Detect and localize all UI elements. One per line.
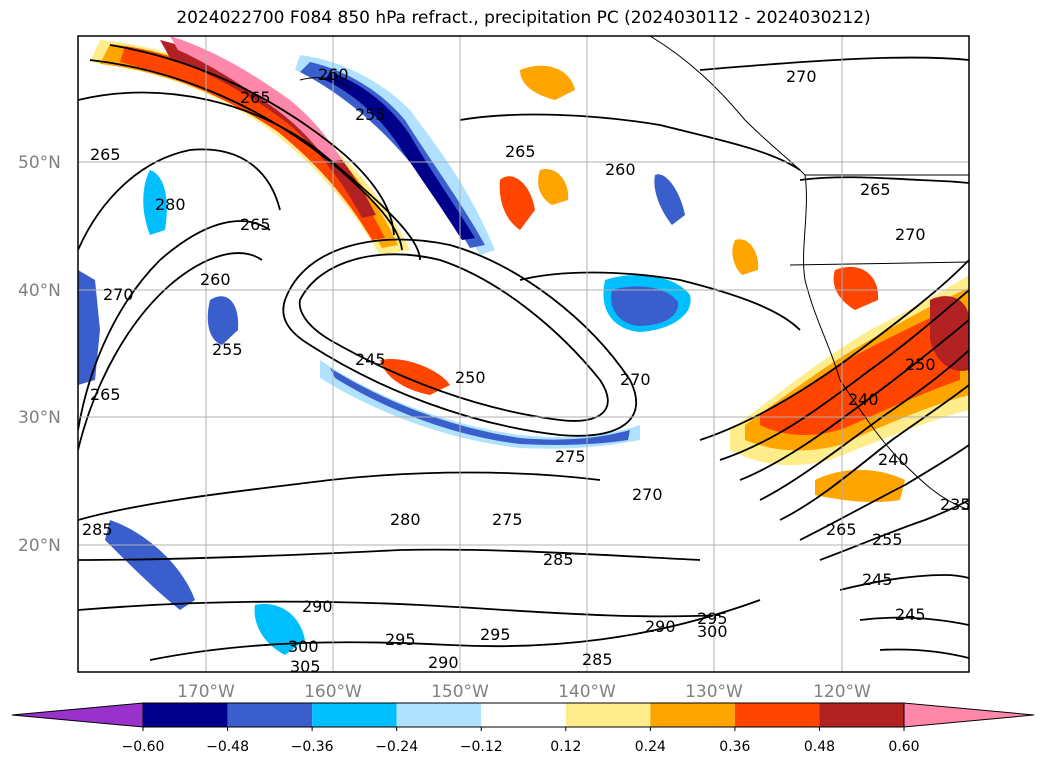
colorbar-tick-label: −0.12 [460, 739, 503, 755]
contour-label: 270 [786, 67, 817, 86]
colorbar-tick-label: 0.12 [550, 739, 581, 755]
lat-label: 40°N [18, 281, 61, 301]
colorbar-bin [819, 703, 904, 727]
lon-label: 160°W [304, 682, 362, 702]
contour-label: 265 [90, 145, 121, 164]
contour-label: 280 [390, 510, 421, 529]
latitude-labels: 50°N 40°N 30°N 20°N [18, 153, 61, 556]
lat-label: 30°N [18, 408, 61, 428]
contour-label: 295 [385, 630, 416, 649]
colorbar-bin [481, 703, 566, 727]
colorbar-bin [312, 703, 397, 727]
contour-label: 285 [582, 650, 613, 669]
contour-label: 260 [318, 65, 349, 84]
colorbar-tick-label: −0.24 [375, 739, 418, 755]
colorbar-tick-label: −0.48 [206, 739, 249, 755]
colorbar-bin [650, 703, 735, 727]
contour-label: 265 [505, 142, 536, 161]
contour-label: 270 [895, 225, 926, 244]
longitude-labels: 170°W 160°W 150°W 140°W 130°W 120°W [177, 682, 871, 702]
contour-label: 285 [543, 550, 574, 569]
contour-label: 290 [428, 653, 459, 672]
contour-label: 245 [355, 350, 386, 369]
gridlines [78, 36, 969, 672]
contour-label: 300 [288, 637, 319, 656]
colorbar-extend-high [903, 702, 1035, 728]
contour-label: 270 [620, 370, 651, 389]
contour-label: 245 [862, 570, 893, 589]
colorbar-extend-low [11, 702, 144, 728]
lon-label: 130°W [685, 682, 743, 702]
contour-label: 290 [302, 597, 333, 616]
colorbar-bin [396, 703, 482, 727]
contour-label: 265 [240, 215, 271, 234]
colorbar-bin [734, 703, 820, 727]
colorbar-tick-label: 0.24 [635, 739, 666, 755]
contour-label: 265 [860, 180, 891, 199]
colorbar-bin [565, 703, 651, 727]
contour-label: 265 [240, 88, 271, 107]
contour-label: 260 [200, 270, 231, 289]
lon-label: 140°W [558, 682, 616, 702]
contour-label: 295 [480, 625, 511, 644]
contour-label: 255 [355, 105, 386, 124]
contour-label: 255 [872, 530, 903, 549]
colorbar-bin [227, 703, 313, 727]
contour-label: 270 [632, 485, 663, 504]
contour-label: 285 [82, 520, 113, 539]
contour-label: 245 [895, 605, 926, 624]
contour-label-group: 265 260 255 265 280 265 260 270 255 265 … [82, 65, 971, 676]
lon-label: 150°W [431, 682, 489, 702]
contour-label: 290 [645, 617, 676, 636]
contour-label: 240 [848, 390, 879, 409]
contour-label: 305 [290, 657, 321, 676]
colorbar-tick-label: 0.60 [888, 739, 919, 755]
contour-label: 275 [555, 447, 586, 466]
contour-label: 275 [492, 510, 523, 529]
contour-label: 260 [605, 160, 636, 179]
colorbar-tick-label: 0.36 [719, 739, 750, 755]
colorbar: −0.60 −0.48 −0.36 −0.24 −0.12 0.12 0.24 0.36 0.4… [11, 702, 1035, 755]
lon-label: 120°W [813, 682, 871, 702]
contour-label: 270 [103, 285, 134, 304]
contour-label: 265 [826, 520, 857, 539]
coastlines [299, 36, 969, 511]
map-area [78, 36, 969, 672]
contour-label: 250 [455, 368, 486, 387]
lat-label: 50°N [18, 153, 61, 173]
colorbar-tick-label: 0.48 [804, 739, 835, 755]
contour-label: 255 [212, 340, 243, 359]
map-frame [77, 35, 970, 673]
contour-label: 280 [155, 195, 186, 214]
colorbar-tick-label: −0.60 [122, 739, 165, 755]
lon-label: 170°W [177, 682, 235, 702]
colorbar-tick-label: −0.36 [291, 739, 334, 755]
refractivity-contours [78, 44, 969, 661]
contour-label: 250 [905, 355, 936, 374]
precip-shading [78, 36, 969, 655]
contour-label: 235 [940, 495, 971, 514]
colorbar-bin [143, 703, 228, 727]
lat-label: 20°N [18, 536, 61, 556]
colorbar-border [142, 702, 905, 728]
map-title: 2024022700 F084 850 hPa refract., precip… [176, 8, 871, 28]
contour-label: 240 [878, 450, 909, 469]
contour-label: 300 [697, 622, 728, 641]
contour-label: 295 [697, 609, 728, 628]
contour-label: 265 [90, 385, 121, 404]
